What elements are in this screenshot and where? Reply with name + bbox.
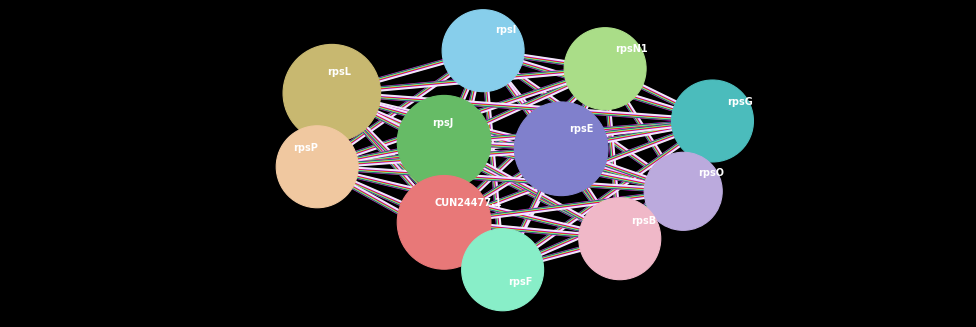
Ellipse shape	[579, 198, 661, 280]
Text: rpsN1: rpsN1	[615, 43, 647, 54]
Ellipse shape	[442, 10, 524, 92]
Ellipse shape	[283, 44, 381, 142]
Text: rpsI: rpsI	[495, 25, 516, 35]
Text: rpsG: rpsG	[727, 96, 752, 107]
Ellipse shape	[644, 152, 722, 230]
Text: rpsO: rpsO	[698, 168, 724, 178]
Text: rpsE: rpsE	[569, 124, 593, 134]
Ellipse shape	[397, 95, 491, 189]
Text: rpsP: rpsP	[293, 143, 317, 153]
Ellipse shape	[462, 229, 544, 311]
Text: rpsJ: rpsJ	[432, 118, 454, 128]
Ellipse shape	[276, 126, 358, 208]
Ellipse shape	[564, 28, 646, 110]
Text: rpsF: rpsF	[508, 277, 533, 287]
Ellipse shape	[397, 176, 491, 269]
Text: rpsL: rpsL	[327, 67, 351, 77]
Ellipse shape	[514, 102, 608, 196]
Text: rpsB: rpsB	[631, 215, 657, 226]
Text: CUN24477.1: CUN24477.1	[434, 198, 502, 208]
Ellipse shape	[671, 80, 753, 162]
